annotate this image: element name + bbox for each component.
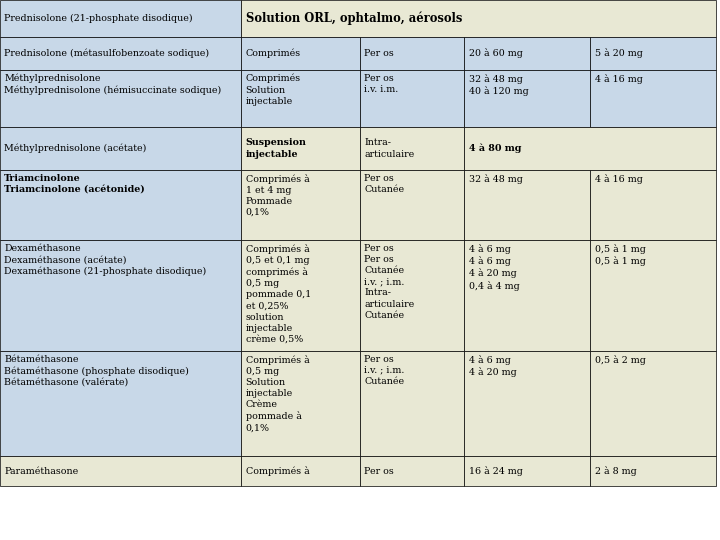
Text: Solution ORL, ophtalmo, aérosols: Solution ORL, ophtalmo, aérosols <box>246 11 462 25</box>
Text: Per os
Per os
Cutanée
i.v. ; i.m.
Intra-
articulaire
Cutanée: Per os Per os Cutanée i.v. ; i.m. Intra-… <box>364 244 415 320</box>
Bar <box>0 456 241 486</box>
Text: Méthylprednisolone (acétate): Méthylprednisolone (acétate) <box>4 144 147 153</box>
Text: 4 à 16 mg: 4 à 16 mg <box>595 174 642 184</box>
Bar <box>360 456 464 486</box>
Text: Comprimés
Solution
injectable: Comprimés Solution injectable <box>246 74 301 106</box>
Text: Per os
i.v. ; i.m.
Cutanée: Per os i.v. ; i.m. Cutanée <box>364 355 405 386</box>
Text: Comprimés à
0,5 mg
Solution
injectable
Crème
pommade à
0,1%: Comprimés à 0,5 mg Solution injectable C… <box>246 355 310 433</box>
Text: 16 à 24 mg: 16 à 24 mg <box>469 466 523 476</box>
Text: 32 à 48 mg
40 à 120 mg: 32 à 48 mg 40 à 120 mg <box>469 74 528 96</box>
Bar <box>241 37 360 70</box>
Text: Comprimés à
0,5 et 0,1 mg
comprimés à
0,5 mg
pommade 0,1
et 0,25%
solution
injec: Comprimés à 0,5 et 0,1 mg comprimés à 0,… <box>246 244 311 344</box>
Bar <box>464 127 716 170</box>
Text: Per os: Per os <box>364 467 394 476</box>
Bar <box>241 127 360 170</box>
Bar <box>0 170 241 240</box>
Text: 5 à 20 mg: 5 à 20 mg <box>595 49 642 58</box>
Text: Prednisolone (métasulfobenzoate sodique): Prednisolone (métasulfobenzoate sodique) <box>4 49 210 58</box>
Text: Triamcinolone
Triamcinolone (acétonide): Triamcinolone Triamcinolone (acétonide) <box>4 174 145 194</box>
Bar <box>360 37 464 70</box>
Bar <box>464 37 590 70</box>
Bar <box>464 351 590 456</box>
Text: Bétaméthasone
Bétaméthasone (phosphate disodique)
Bétaméthasone (valérate): Bétaméthasone Bétaméthasone (phosphate d… <box>4 355 189 387</box>
Bar <box>360 127 464 170</box>
Bar <box>360 351 464 456</box>
Text: Méthylprednisolone
Méthylprednisolone (hémisuccinate sodique): Méthylprednisolone Méthylprednisolone (h… <box>4 74 222 95</box>
Bar <box>590 456 716 486</box>
Bar <box>464 456 590 486</box>
Bar <box>0 351 241 456</box>
Bar <box>241 0 716 37</box>
Bar <box>464 240 590 351</box>
Bar <box>590 70 716 127</box>
Bar <box>0 37 241 70</box>
Bar <box>360 170 464 240</box>
Bar <box>0 70 241 127</box>
Bar <box>590 351 716 456</box>
Text: 4 à 80 mg: 4 à 80 mg <box>469 144 521 153</box>
Bar <box>241 456 360 486</box>
Text: Prednisolone (21-phosphate disodique): Prednisolone (21-phosphate disodique) <box>4 14 193 23</box>
Bar <box>241 351 360 456</box>
Text: 4 à 6 mg
4 à 20 mg: 4 à 6 mg 4 à 20 mg <box>469 355 516 377</box>
Bar <box>590 170 716 240</box>
Bar <box>241 170 360 240</box>
Text: Comprimés à
1 et 4 mg
Pommade
0,1%: Comprimés à 1 et 4 mg Pommade 0,1% <box>246 174 310 217</box>
Bar <box>590 240 716 351</box>
Text: Paraméthasone: Paraméthasone <box>4 467 78 476</box>
Text: 2 à 8 mg: 2 à 8 mg <box>595 466 636 476</box>
Text: Intra-
articulaire: Intra- articulaire <box>364 138 415 159</box>
Text: Per os
i.v. i.m.: Per os i.v. i.m. <box>364 74 399 94</box>
Text: 20 à 60 mg: 20 à 60 mg <box>469 49 523 58</box>
Text: 0,5 à 2 mg: 0,5 à 2 mg <box>595 355 646 365</box>
Text: Per os
Cutanée: Per os Cutanée <box>364 174 405 194</box>
Text: Dexaméthasone
Dexaméthasone (acétate)
Dexaméthasone (21-phosphate disodique): Dexaméthasone Dexaméthasone (acétate) De… <box>4 244 207 276</box>
Bar <box>0 127 241 170</box>
Text: 4 à 6 mg
4 à 6 mg
4 à 20 mg
0,4 à 4 mg: 4 à 6 mg 4 à 6 mg 4 à 20 mg 0,4 à 4 mg <box>469 244 519 291</box>
Text: Per os: Per os <box>364 49 394 58</box>
Bar <box>360 70 464 127</box>
Bar <box>464 70 590 127</box>
Bar <box>241 240 360 351</box>
Text: Suspension
injectable: Suspension injectable <box>246 138 307 159</box>
Bar <box>590 37 716 70</box>
Text: Comprimés à: Comprimés à <box>246 466 310 476</box>
Text: 0,5 à 1 mg
0,5 à 1 mg: 0,5 à 1 mg 0,5 à 1 mg <box>595 244 646 266</box>
Bar <box>0 240 241 351</box>
Text: Comprimés: Comprimés <box>246 49 301 58</box>
Text: 4 à 16 mg: 4 à 16 mg <box>595 74 642 84</box>
Bar <box>360 240 464 351</box>
Bar <box>241 70 360 127</box>
Text: 32 à 48 mg: 32 à 48 mg <box>469 174 523 184</box>
Bar <box>464 170 590 240</box>
Bar <box>0 0 241 37</box>
